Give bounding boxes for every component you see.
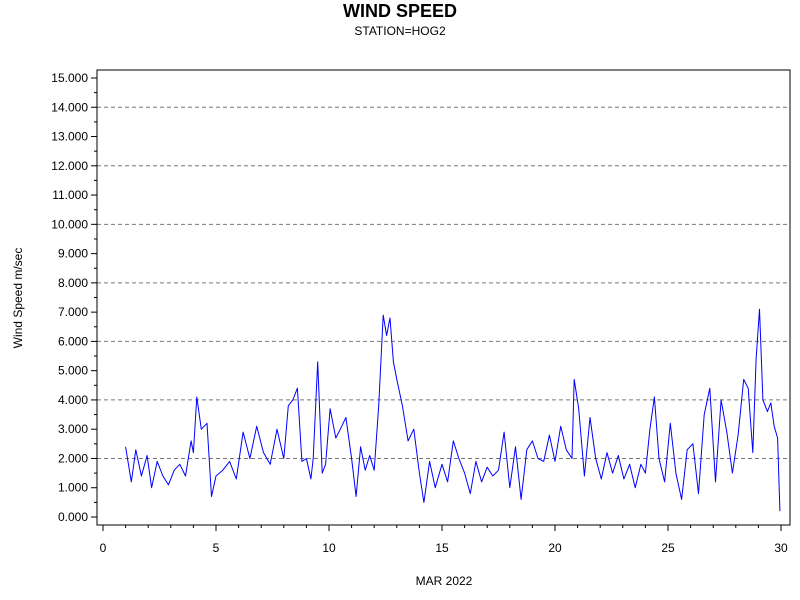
x-axis-title: MAR 2022 — [416, 574, 473, 588]
y-tick-label: 2.000 — [58, 451, 88, 465]
y-tick-label: 11.000 — [52, 188, 88, 202]
y-tick-label: 10.000 — [51, 217, 88, 231]
y-tick-label: 0.000 — [58, 510, 88, 524]
x-tick-label: 15 — [435, 541, 449, 555]
plot-frame — [96, 69, 791, 526]
y-tick-label: 4.000 — [58, 393, 88, 407]
y-tick-label: 8.000 — [58, 276, 88, 290]
x-tick-label: 5 — [213, 541, 220, 555]
chart-subtitle: STATION=HOG2 — [354, 24, 446, 38]
x-tick-label: 0 — [100, 541, 107, 555]
y-axis: 0.000 1.000 2.000 3.000 4.000 5.000 6.000 7.000… — [51, 71, 97, 524]
y-tick-label: 13.000 — [51, 130, 88, 144]
y-tick-label: 15.000 — [51, 71, 88, 85]
series-layer — [125, 308, 781, 512]
y-tick-label: 12.000 — [51, 159, 88, 173]
y-tick-label: 9.000 — [58, 247, 88, 261]
y-tick-label: 3.000 — [58, 422, 88, 436]
chart-title: WIND SPEED — [343, 1, 457, 21]
y-axis-title: Wind Speed m/sec — [11, 248, 25, 349]
x-axis: 0 5 10 15 20 25 30 — [100, 525, 788, 555]
wind-speed-line — [125, 308, 781, 512]
y-tick-label: 7.000 — [58, 305, 88, 319]
y-tick-label: 1.000 — [58, 481, 88, 495]
y-tick-label: 5.000 — [58, 364, 88, 378]
y-tick-label: 6.000 — [58, 334, 88, 348]
x-tick-label: 25 — [661, 541, 675, 555]
x-tick-label: 10 — [322, 541, 336, 555]
x-tick-label: 30 — [774, 541, 788, 555]
gridlines — [97, 106, 790, 459]
y-tick-label: 14.000 — [51, 100, 88, 114]
x-tick-label: 20 — [548, 541, 562, 555]
